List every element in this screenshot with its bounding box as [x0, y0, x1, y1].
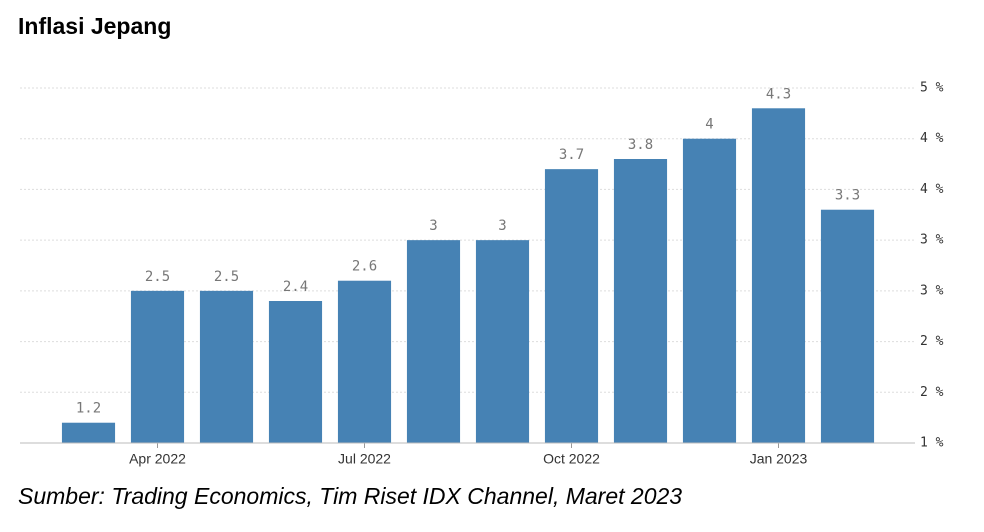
bar — [130, 290, 185, 443]
chart-title: Inflasi Jepang — [18, 13, 171, 39]
bar — [199, 290, 254, 443]
bar — [751, 108, 806, 444]
bar — [544, 169, 599, 443]
y-tick-label: 1 % — [920, 436, 944, 451]
value-label: 2.5 — [145, 269, 170, 285]
y-tick-label: 3 % — [920, 283, 944, 298]
y-tick-label: 5 % — [920, 81, 944, 96]
value-label: 3.7 — [559, 147, 584, 163]
value-label: 1.2 — [76, 401, 101, 417]
x-tick-label: Apr 2022 — [129, 451, 186, 467]
bar — [61, 422, 116, 443]
bar — [406, 240, 461, 443]
y-tick-label: 3 % — [920, 233, 944, 248]
x-tick-label: Jul 2022 — [338, 451, 391, 467]
y-tick-label: 4 % — [920, 182, 944, 197]
value-label: 2.4 — [283, 279, 308, 295]
source-note: Sumber: Trading Economics, Tim Riset IDX… — [18, 483, 682, 509]
y-tick-label: 4 % — [920, 131, 944, 146]
y-tick-label: 2 % — [920, 385, 944, 400]
bar — [337, 280, 392, 443]
value-label: 4 — [705, 117, 713, 133]
bar — [268, 301, 323, 443]
y-tick-label: 2 % — [920, 334, 944, 349]
value-label: 2.5 — [214, 269, 239, 285]
bar — [613, 159, 668, 443]
value-label: 4.3 — [766, 86, 791, 102]
bar — [820, 209, 875, 443]
value-label: 3.3 — [835, 188, 860, 204]
bar — [682, 138, 737, 443]
value-label: 3.8 — [628, 137, 653, 153]
value-label: 3 — [498, 218, 506, 234]
value-label: 3 — [429, 218, 437, 234]
value-label: 2.6 — [352, 259, 377, 275]
x-tick-label: Jan 2023 — [750, 451, 808, 467]
bar — [475, 240, 530, 443]
x-tick-label: Oct 2022 — [543, 451, 600, 467]
